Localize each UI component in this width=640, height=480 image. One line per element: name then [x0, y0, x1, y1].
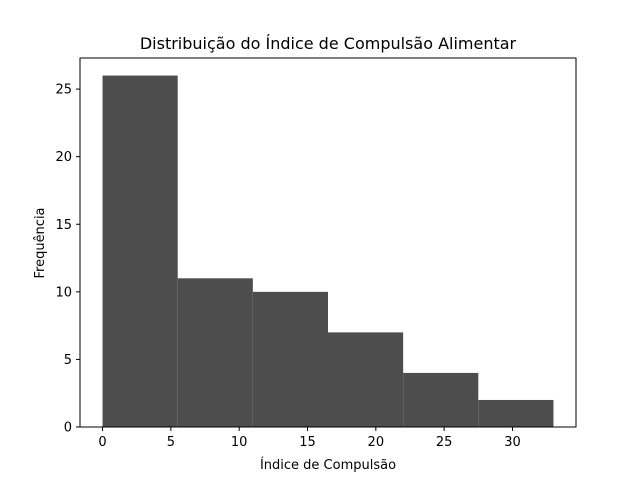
bars-layer	[102, 75, 554, 428]
histogram-bar-6	[478, 399, 554, 427]
histogram-bar-5	[403, 372, 479, 427]
x-tick-label: 5	[167, 435, 175, 450]
y-tick-label: 10	[55, 285, 72, 300]
y-tick-label: 15	[55, 218, 72, 233]
y-tick-label: 0	[64, 421, 72, 436]
x-tick-label: 15	[299, 435, 316, 450]
x-tick-label: 25	[436, 435, 453, 450]
chart-title: Distribuição do Índice de Compulsão Alim…	[140, 34, 517, 53]
y-axis-label: Frequência	[33, 207, 48, 278]
histogram-bar-3	[252, 291, 328, 427]
histogram-bar-2	[177, 278, 253, 427]
y-tick-label: 5	[64, 353, 72, 368]
x-tick-label: 10	[231, 435, 248, 450]
x-axis-label: Índice de Compulsão	[260, 457, 396, 473]
y-tick-label: 20	[55, 150, 72, 165]
histogram-bar-4	[328, 332, 404, 427]
axes-layer: 0 5 10 15 20 25 30 0 5 10 15 20 25	[55, 57, 577, 450]
histogram-bar-1	[102, 75, 178, 428]
plot-frame	[79, 57, 577, 428]
x-tick-label: 0	[98, 435, 106, 450]
x-tick-label: 20	[368, 435, 385, 450]
x-tick-label: 30	[504, 435, 521, 450]
y-tick-label: 25	[55, 83, 72, 98]
